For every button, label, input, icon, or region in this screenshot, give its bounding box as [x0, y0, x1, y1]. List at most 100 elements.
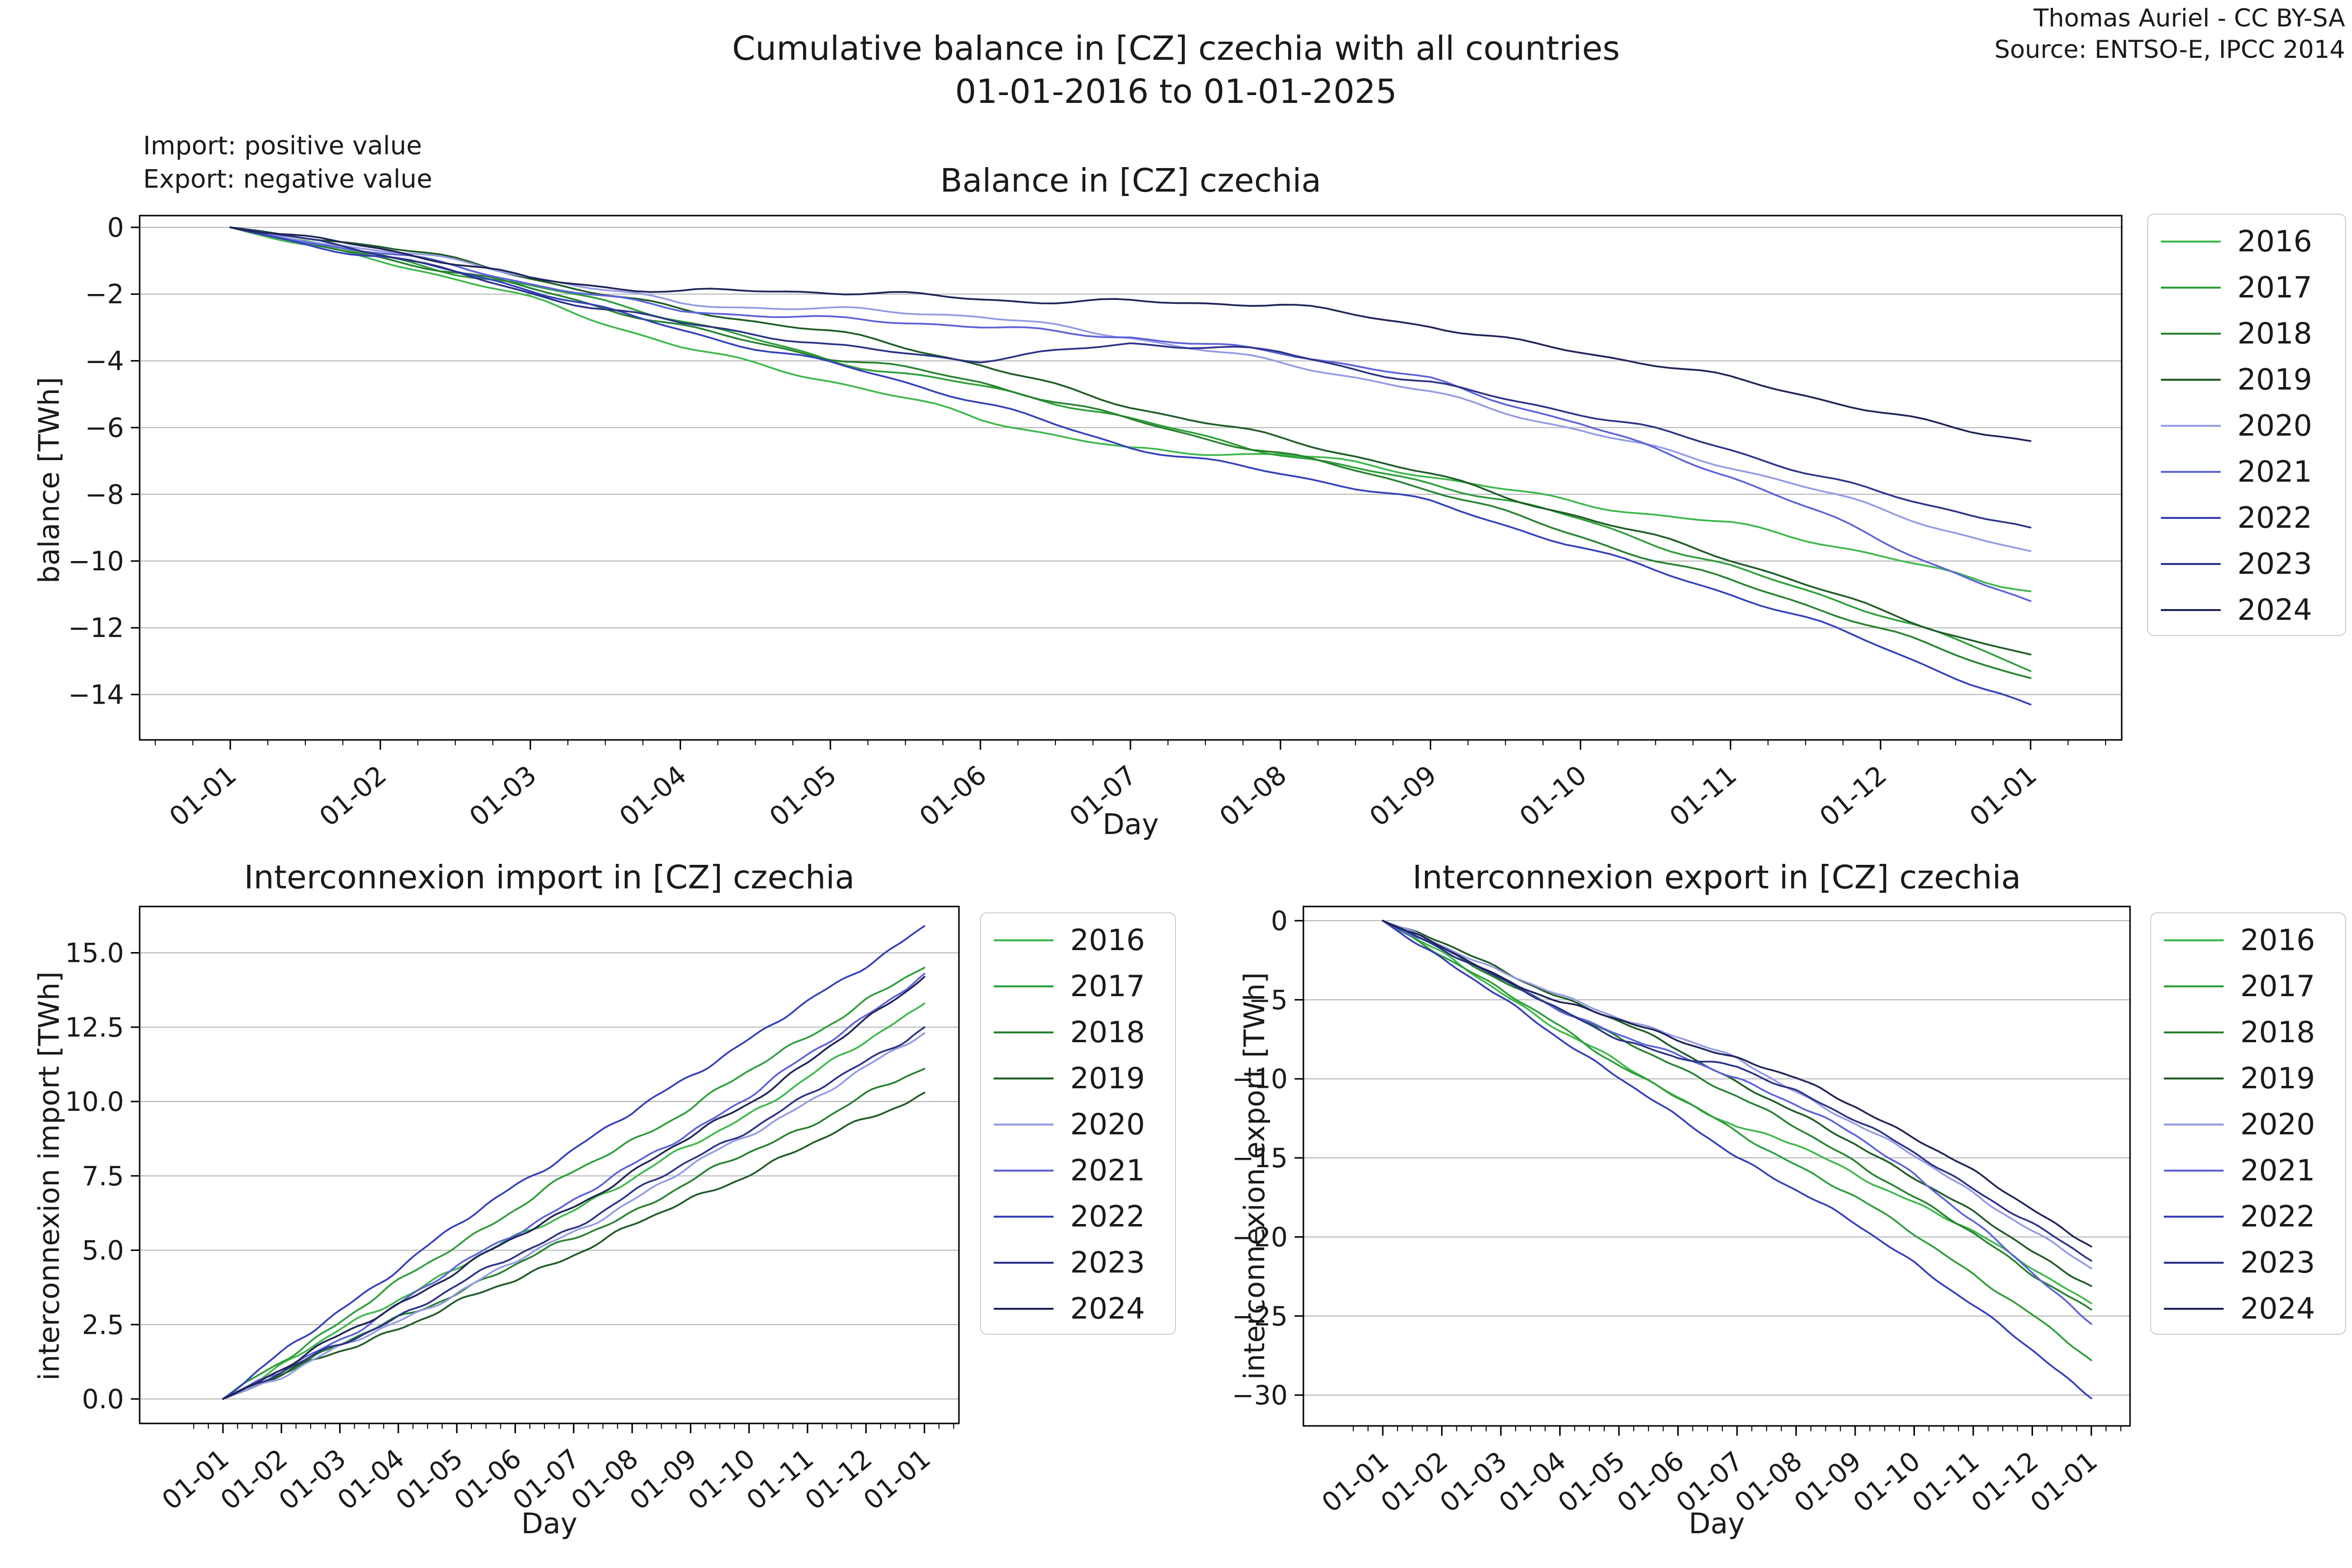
y-tick-label-balance: −14: [68, 679, 124, 710]
y-tick-label-balance: 0: [107, 212, 124, 243]
figure-suptitle-line2: 01-01-2016 to 01-01-2025: [955, 73, 1397, 111]
y-tick-label-balance: −8: [85, 479, 124, 510]
legend-label-2019: 2019: [2240, 1061, 2315, 1096]
y-tick-label-import: 15.0: [65, 938, 124, 969]
series-line-balance-2019: [229, 226, 2032, 656]
legend-line-swatch-2020: [994, 1124, 1054, 1126]
legend-label-2018: 2018: [2240, 1015, 2315, 1050]
series-line-export-2017: [1382, 920, 2092, 1361]
series-line-import-2024: [222, 976, 926, 1400]
y-axis-label-balance: balance [TWh]: [32, 377, 66, 584]
y-tick-label-export: −10: [1232, 1064, 1288, 1095]
chart-title-export: Interconnexion export in [CZ] czechia: [1412, 858, 2021, 896]
x-axis-label-import: Day: [521, 1507, 578, 1540]
legend-item-2018: 2018: [2161, 311, 2345, 357]
note-import-positive: Import: positive value: [143, 131, 422, 161]
legend-item-2023: 2023: [2161, 541, 2345, 587]
legend-line-swatch-2023: [994, 1262, 1054, 1264]
legend-line-swatch-2016: [2161, 241, 2221, 243]
legend-item-2023: 2023: [994, 1240, 1175, 1286]
x-tick-label-import: 01-03: [273, 1443, 352, 1516]
series-line-export-2022: [1382, 920, 2092, 1399]
legend-item-2016: 2016: [2161, 219, 2345, 265]
legend-line-swatch-2024: [2161, 609, 2221, 611]
legend-label-2023: 2023: [2240, 1246, 2315, 1280]
y-tick-label-export: −5: [1249, 984, 1288, 1015]
legend-item-2021: 2021: [994, 1148, 1175, 1194]
x-tick-label-import: 01-08: [565, 1443, 644, 1516]
legend-item-2020: 2020: [994, 1102, 1175, 1148]
series-line-import-2023: [222, 1026, 926, 1400]
legend-line-swatch-2017: [2164, 985, 2224, 987]
series-line-import-2016: [222, 1003, 926, 1400]
legend-label-2020: 2020: [1070, 1107, 1145, 1142]
x-axis-label-balance: Day: [1102, 808, 1159, 841]
legend-item-2016: 2016: [994, 917, 1175, 963]
legend-line-swatch-2019: [2164, 1078, 2224, 1079]
legend-label-2020: 2020: [2237, 409, 2312, 443]
x-axis-label-export: Day: [1689, 1507, 1745, 1540]
series-line-import-2022: [222, 925, 926, 1400]
legend-label-2022: 2022: [2237, 501, 2312, 535]
y-tick-label-export: −25: [1232, 1301, 1288, 1332]
y-tick-label-export: −30: [1232, 1380, 1288, 1411]
legend-label-2021: 2021: [2237, 455, 2312, 489]
legend-item-2022: 2022: [2161, 495, 2345, 541]
y-tick-label-export: −15: [1232, 1143, 1288, 1174]
legend-label-2024: 2024: [2240, 1292, 2315, 1326]
legend-label-2018: 2018: [1070, 1015, 1145, 1050]
series-line-import-2021: [222, 973, 926, 1400]
legend-line-swatch-2023: [2161, 563, 2221, 565]
x-tick-label-import: 01-06: [448, 1443, 527, 1516]
legend-item-2019: 2019: [2164, 1055, 2345, 1102]
x-tick-label-import: 01-09: [624, 1443, 703, 1516]
note-export-negative: Export: negative value: [143, 165, 433, 194]
legend-line-swatch-2016: [994, 939, 1054, 941]
legend-line-swatch-2022: [2161, 517, 2221, 519]
y-tick-label-balance: −12: [68, 612, 124, 643]
series-line-balance-2022: [229, 226, 2032, 706]
legend-line-swatch-2022: [994, 1216, 1054, 1218]
legend-label-2016: 2016: [1070, 923, 1145, 957]
y-tick-label-balance: −4: [85, 345, 124, 376]
legend-line-swatch-2023: [2164, 1262, 2224, 1264]
legend-line-swatch-2024: [994, 1308, 1054, 1310]
legend-import: 2016 2017 2018 2019 2020 2021 2022 2023 2024: [980, 912, 1176, 1335]
legend-label-2017: 2017: [2237, 270, 2312, 305]
chart-title-import: Interconnexion import in [CZ] czechia: [244, 858, 855, 896]
legend-label-2023: 2023: [1070, 1246, 1145, 1280]
legend-balance: 2016 2017 2018 2019 2020 2021 2022 2023 2024: [2147, 214, 2346, 636]
y-axis-label-import: interconnexion import [TWh]: [32, 971, 66, 1381]
legend-label-2024: 2024: [1070, 1292, 1145, 1326]
x-tick-label-import: 01-11: [741, 1443, 820, 1516]
legend-label-2022: 2022: [2240, 1200, 2315, 1234]
legend-item-2022: 2022: [2164, 1194, 2345, 1240]
legend-item-2017: 2017: [994, 963, 1175, 1009]
legend-label-2017: 2017: [2240, 969, 2315, 1004]
y-axis-label-export: interconnexion export [TWh]: [1238, 972, 1271, 1380]
legend-item-2020: 2020: [2164, 1102, 2345, 1148]
legend-item-2024: 2024: [2161, 587, 2345, 633]
legend-line-swatch-2020: [2164, 1124, 2224, 1126]
legend-item-2021: 2021: [2161, 449, 2345, 495]
legend-item-2020: 2020: [2161, 403, 2345, 449]
legend-item-2019: 2019: [994, 1055, 1175, 1102]
series-line-import-2018: [222, 1068, 926, 1400]
figure-suptitle-line1: Cumulative balance in [CZ] czechia with …: [732, 29, 1620, 68]
legend-label-2019: 2019: [2237, 363, 2312, 397]
legend-line-swatch-2021: [994, 1170, 1054, 1172]
series-line-import-2019: [222, 1092, 926, 1400]
y-tick-label-export: −20: [1232, 1222, 1288, 1252]
x-tick-label-import: 01-01: [858, 1443, 936, 1516]
legend-label-2016: 2016: [2237, 224, 2312, 259]
legend-item-2017: 2017: [2161, 265, 2345, 311]
legend-item-2024: 2024: [994, 1286, 1175, 1332]
legend-line-swatch-2016: [2164, 939, 2224, 941]
legend-label-2021: 2021: [2240, 1153, 2315, 1188]
legend-line-swatch-2024: [2164, 1308, 2224, 1310]
y-tick-label-import: 2.5: [82, 1309, 124, 1340]
legend-line-swatch-2019: [994, 1078, 1054, 1079]
legend-line-swatch-2019: [2161, 379, 2221, 381]
plot-border-import: [139, 906, 960, 1424]
